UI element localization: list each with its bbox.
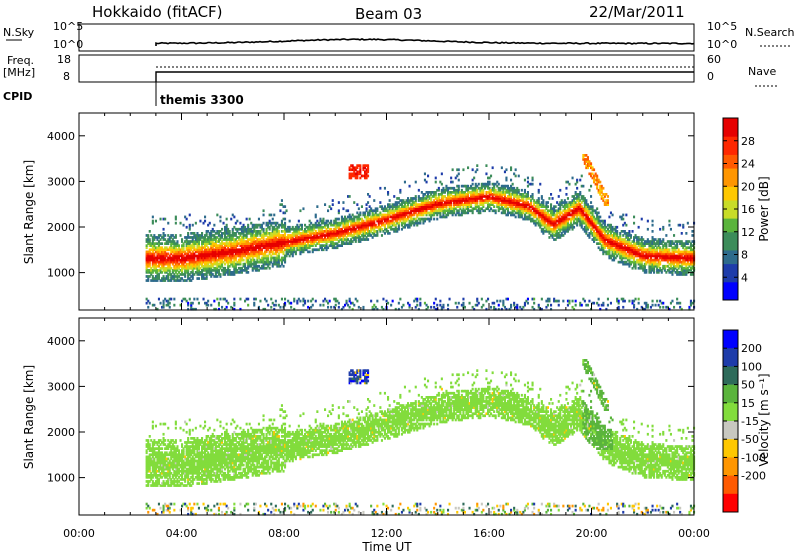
power-colorbar-tick: 16: [741, 203, 755, 216]
time-tick-label: 12:00: [371, 527, 403, 540]
y-tick-label: 3000: [47, 380, 75, 393]
power-colorbar-tick: 28: [741, 135, 755, 148]
noise-panel: N.Sky 10^5 10^0 10^5 10^0 N.Search: [3, 20, 795, 51]
nave-tick-low: 0: [707, 70, 714, 83]
power-echo-cells: [146, 154, 696, 311]
time-tick-label: 00:00: [678, 527, 710, 540]
y-tick-label: 2000: [47, 221, 75, 234]
velocity-colorbar-tick: 50: [741, 379, 755, 392]
noise-search-label: N.Search: [745, 26, 795, 39]
velocity-colorbar-tick: 15: [741, 397, 755, 410]
freq-tick-high: 18: [57, 53, 71, 66]
power-colorbar-tick: 12: [741, 226, 755, 239]
power-colorbar: 4 8 12 16 20 24 28 Power [dB]: [723, 118, 771, 301]
power-colorbar-tick: 24: [741, 158, 755, 171]
y-tick-label: 4000: [47, 130, 75, 143]
noise-right-tick-high: 10^5: [707, 20, 737, 33]
velocity-colorbar-tick: 100: [741, 360, 762, 373]
velocity-colorbar-label: Velocity [m s⁻¹]: [757, 373, 771, 466]
y-tick-label: 3000: [47, 175, 75, 188]
velocity-echo-cells: [146, 359, 696, 516]
station-title: Hokkaido (fitACF): [92, 3, 223, 21]
velocity-panel: 1000 2000 3000 4000 Slant Range [km]: [22, 318, 695, 516]
noise-sky-label: N.Sky: [3, 26, 35, 39]
time-tick-label: 16:00: [473, 527, 505, 540]
noise-left-tick-low: 10^0: [53, 38, 83, 51]
nave-label: Nave: [748, 65, 776, 78]
time-tick-label: 20:00: [576, 527, 608, 540]
freq-tick-low: 8: [63, 70, 70, 83]
power-panel: 1000 2000 3000 4000 Slant Range [km]: [22, 113, 695, 311]
power-colorbar-tick: 20: [741, 180, 755, 193]
y-tick-label: 2000: [47, 426, 75, 439]
frequency-trace: [156, 72, 694, 82]
power-colorbar-tick: 8: [741, 249, 748, 262]
frequency-panel: Freq. [MHz] 18 8 60 0 Nave: [3, 53, 778, 86]
date-title: 22/Mar/2011: [589, 3, 685, 21]
y-tick-label: 1000: [47, 267, 75, 280]
power-colorbar-label: Power [dB]: [757, 176, 771, 241]
time-axis-label: Time UT: [361, 540, 412, 554]
y-tick-label: 1000: [47, 472, 75, 485]
time-tick-label: 00:00: [63, 527, 95, 540]
noise-right-tick-low: 10^0: [707, 38, 737, 51]
time-axis: 00:00 04:00 08:00 12:00 16:00 20:00 00:00: [63, 527, 710, 540]
beam-title: Beam 03: [355, 5, 422, 23]
power-y-label: Slant Range [km]: [22, 160, 36, 264]
velocity-colorbar-tick: 200: [741, 342, 762, 355]
noise-left-tick-high: 10^5: [53, 20, 83, 33]
time-tick-label: 08:00: [268, 527, 300, 540]
nave-tick-high: 60: [707, 53, 721, 66]
time-tick-label: 04:00: [166, 527, 198, 540]
velocity-y-ticks: 1000 2000 3000 4000: [47, 335, 694, 485]
velocity-colorbar-tick: -200: [741, 470, 766, 483]
noise-sky-trace: [156, 39, 694, 46]
cpid-mode: themis 3300: [160, 93, 244, 107]
power-y-ticks: 1000 2000 3000 4000: [47, 130, 694, 280]
cpid-label: CPID: [3, 90, 32, 103]
power-colorbar-tick: 4: [741, 271, 748, 284]
y-tick-label: 4000: [47, 335, 75, 348]
freq-unit-label: [MHz]: [3, 66, 35, 79]
velocity-y-label: Slant Range [km]: [22, 365, 36, 469]
